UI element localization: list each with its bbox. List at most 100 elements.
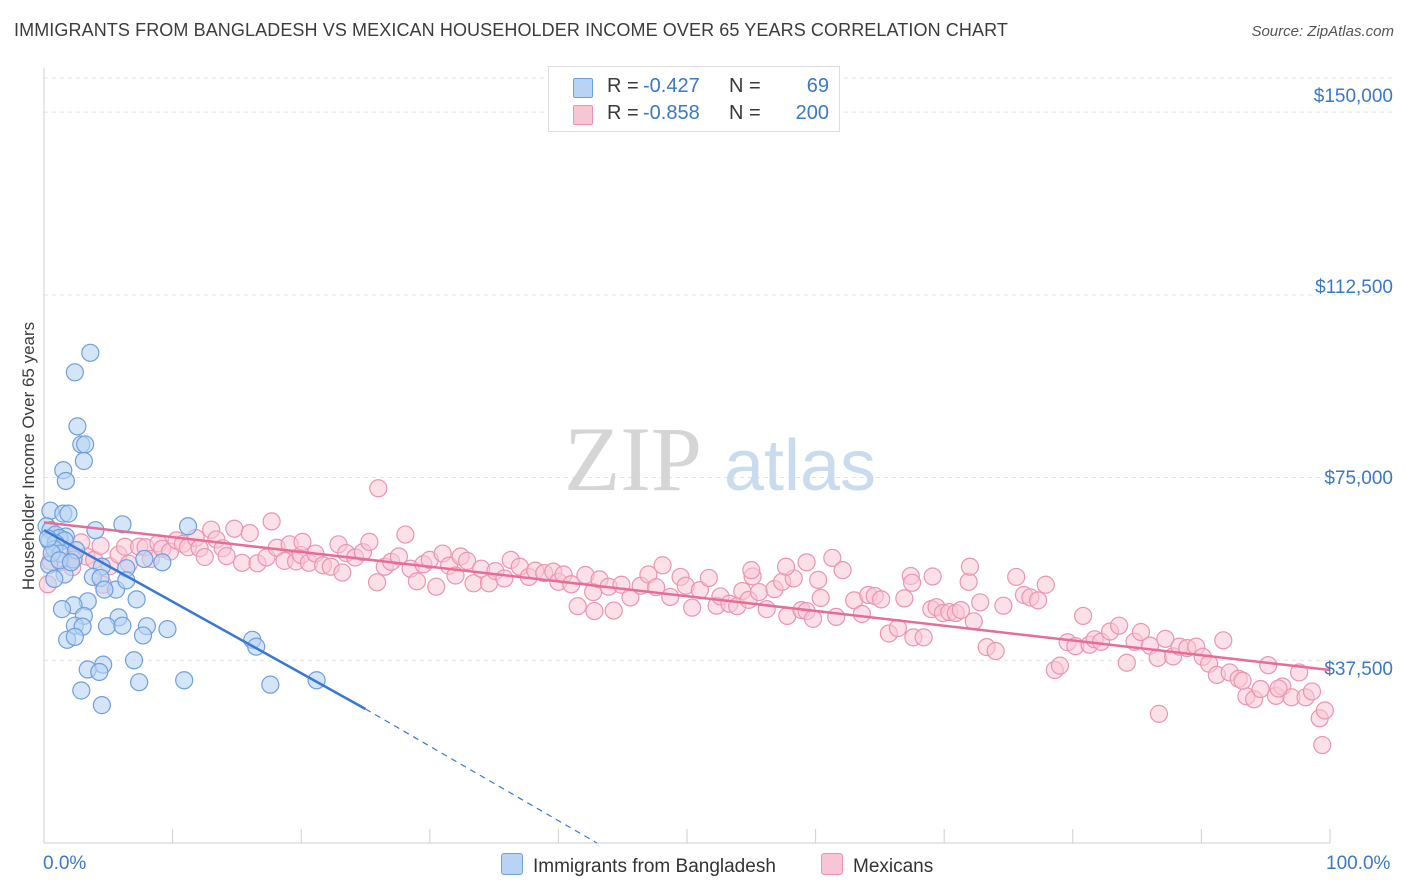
legend-item-bangladesh: Immigrants from Bangladesh (501, 853, 776, 878)
r-value: -0.858 (643, 102, 700, 124)
point-mexicans (742, 561, 761, 580)
point-mexicans (986, 641, 1005, 661)
point-mexicans (293, 532, 312, 551)
point-mexicans (495, 569, 514, 588)
point-mexicans (240, 524, 259, 543)
point-mexicans (1131, 622, 1151, 642)
point-bangladesh (92, 696, 111, 715)
point-mexicans (369, 479, 388, 498)
point-bangladesh (56, 471, 75, 491)
point-mexicans (823, 548, 842, 568)
x-tick-label: 0.0% (43, 853, 87, 874)
point-mexicans (960, 557, 980, 576)
point-mexicans (367, 573, 387, 592)
y-tick-label: $150,000 (1313, 86, 1393, 107)
point-mexicans (585, 601, 604, 621)
point-bangladesh (130, 673, 149, 692)
legend-swatch (821, 853, 843, 875)
point-mexicans (1149, 704, 1169, 723)
point-mexicans (1050, 656, 1070, 675)
legend-swatch (573, 78, 593, 98)
point-mexicans (1259, 656, 1278, 675)
point-mexicans (1156, 629, 1175, 648)
point-bangladesh (81, 343, 100, 362)
y-tick-label: $75,000 (1324, 468, 1393, 489)
point-mexicans (914, 628, 933, 647)
point-mexicans (803, 609, 823, 628)
point-mexicans (749, 582, 769, 602)
point-mexicans (457, 551, 477, 570)
point-bangladesh (90, 662, 109, 682)
point-bangladesh (65, 627, 84, 646)
point-mexicans (389, 547, 409, 566)
point-mexicans (1302, 682, 1322, 701)
n-label: N = (729, 75, 761, 97)
series-mexicans (38, 479, 1334, 755)
point-mexicans (811, 588, 830, 608)
n-label: N = (729, 102, 761, 124)
point-bangladesh (72, 681, 91, 700)
point-mexicans (604, 601, 623, 620)
point-mexicans (225, 519, 244, 538)
point-mexicans (195, 547, 214, 567)
x-tick-label: 100.0% (1326, 853, 1391, 874)
point-bangladesh (113, 515, 132, 534)
point-mexicans (1073, 606, 1093, 626)
point-mexicans (1214, 631, 1233, 650)
point-bangladesh (45, 569, 64, 589)
legend-label: Mexicans (853, 856, 934, 877)
point-mexicans (994, 596, 1013, 615)
point-bangladesh (95, 580, 114, 599)
point-mexicans (1036, 575, 1055, 594)
point-bangladesh (178, 517, 198, 536)
point-mexicans (653, 556, 672, 575)
point-bangladesh (74, 451, 93, 471)
trend-line-bangladesh-extension (365, 708, 598, 844)
legend-swatch (573, 105, 593, 125)
point-mexicans (396, 525, 415, 544)
source-credit: Source: ZipAtlas.com (1251, 23, 1394, 40)
point-mexicans (1117, 653, 1136, 672)
y-tick-label: $112,500 (1315, 277, 1393, 298)
trend-line-bangladesh (43, 529, 367, 711)
point-bangladesh (175, 671, 194, 690)
n-value: 69 (806, 75, 829, 97)
point-mexicans (776, 557, 796, 576)
point-mexicans (833, 561, 852, 580)
point-mexicans (91, 536, 110, 555)
trend-line-mexicans (43, 521, 1331, 672)
point-bangladesh (65, 363, 84, 382)
legend-label: Immigrants from Bangladesh (533, 856, 776, 877)
stats-legend: R = -0.427 N = 69 R = -0.858 N = 200 (548, 66, 840, 132)
point-mexicans (971, 593, 990, 612)
point-mexicans (232, 553, 252, 572)
point-mexicans (217, 546, 236, 566)
point-bangladesh (76, 435, 95, 454)
point-mexicans (333, 563, 352, 582)
point-mexicans (683, 598, 702, 617)
trend-lines (43, 521, 1331, 844)
legend-item-mexicans: Mexicans (821, 853, 933, 878)
point-bangladesh (261, 675, 280, 694)
chart-title: IMMIGRANTS FROM BANGLADESH VS MEXICAN HO… (14, 20, 1008, 40)
r-label: R = (607, 102, 639, 124)
point-bangladesh (158, 619, 177, 639)
point-mexicans (757, 600, 776, 619)
point-mexicans (1007, 567, 1026, 587)
point-bangladesh (127, 590, 146, 609)
point-mexicans (1109, 616, 1129, 635)
point-bangladesh (113, 616, 132, 635)
watermark-zip: ZIP (564, 408, 702, 510)
point-mexicans (1269, 679, 1288, 698)
point-bangladesh (135, 549, 154, 569)
point-mexicans (1313, 735, 1332, 755)
legend-swatch (501, 853, 523, 875)
point-mexicans (951, 600, 971, 620)
gridlines (44, 77, 1394, 661)
point-mexicans (407, 572, 427, 591)
point-bangladesh (52, 600, 72, 619)
axes (43, 68, 1331, 844)
y-axis-label: Householder Income Over 65 years (19, 321, 38, 591)
point-bangladesh (61, 553, 81, 572)
